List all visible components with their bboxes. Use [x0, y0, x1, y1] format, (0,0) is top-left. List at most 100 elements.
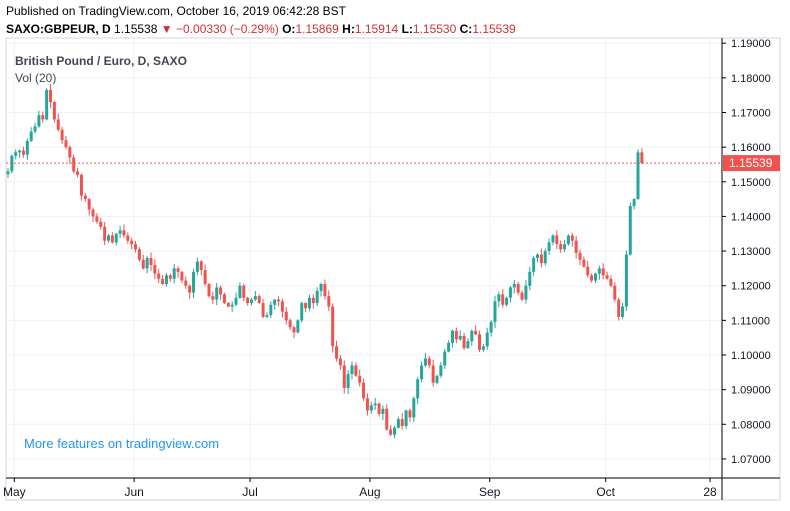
candle [381, 405, 385, 421]
candle [315, 287, 319, 307]
candle [431, 359, 435, 387]
candle-body [195, 261, 199, 272]
candle [597, 265, 601, 280]
candle [6, 167, 10, 178]
candle-body [45, 89, 49, 120]
candle [145, 255, 149, 274]
y-tick-label: 1.19000 [731, 38, 771, 50]
candle [230, 301, 234, 312]
candle-body [49, 89, 53, 103]
candle [539, 248, 543, 268]
last-price-badge [723, 155, 780, 172]
candle [551, 234, 555, 246]
candle-body [613, 285, 617, 300]
candle [153, 259, 157, 280]
candle-body [369, 405, 373, 411]
candle-body [400, 419, 404, 427]
candle [501, 289, 505, 308]
candle [369, 401, 373, 414]
candle [91, 207, 95, 223]
candle-body [605, 275, 609, 279]
candle-body [621, 306, 625, 317]
x-tick-label: Sep [479, 485, 501, 499]
candle [520, 290, 524, 302]
candle [21, 146, 25, 158]
candle-body [547, 242, 551, 252]
y-tick-label: 1.08000 [731, 419, 771, 431]
candle [103, 221, 107, 245]
candle [497, 291, 501, 308]
candle [25, 138, 29, 160]
candle [180, 271, 184, 284]
candle [269, 301, 273, 319]
candle-body [153, 264, 157, 274]
candle [524, 279, 528, 304]
candle [478, 330, 482, 353]
candle [273, 298, 277, 310]
candle [393, 425, 396, 439]
x-tick-label: Jun [124, 485, 143, 499]
candles [6, 84, 644, 439]
candle-body [559, 244, 563, 250]
candle-body [354, 365, 358, 376]
candle-body [21, 150, 25, 155]
candle-body [501, 294, 505, 305]
candle [462, 333, 466, 351]
x-tick-label: Aug [359, 485, 380, 499]
price-axis[interactable]: 1.19000 1.18000 1.17000 1.16000 1.15000 1.140… [722, 38, 771, 466]
candle [253, 291, 257, 302]
candle-body [215, 287, 219, 300]
candle-body [578, 252, 582, 260]
candle-body [539, 254, 543, 264]
candle [195, 257, 199, 276]
volume-legend[interactable]: Vol (20) [15, 71, 56, 85]
candle [543, 248, 547, 266]
candle-body [110, 235, 114, 243]
y-tick-label: 1.12000 [731, 281, 771, 293]
candle [56, 113, 60, 132]
candle [137, 247, 141, 262]
time-axis[interactable]: May Jun Jul Aug Sep Oct 28 [3, 478, 717, 499]
candle-body [277, 299, 281, 302]
candle [60, 126, 64, 144]
candle [412, 396, 416, 423]
candle [33, 122, 37, 134]
open-value: 1.15869 [295, 22, 339, 36]
watermark-link[interactable]: More features on tradingview.com [24, 436, 219, 451]
candle-body [284, 311, 288, 321]
candle [83, 192, 87, 202]
x-tick-label: 28 [703, 485, 717, 499]
instrument-legend[interactable]: British Pound / Euro, D, SAXO [15, 54, 187, 68]
candle-body [381, 408, 385, 414]
candle [14, 149, 18, 160]
candle-body [431, 365, 435, 383]
candle-body [222, 294, 226, 304]
chart-frame [5, 37, 781, 501]
candle-body [292, 327, 296, 333]
candle-body [246, 297, 250, 304]
candle [37, 110, 41, 128]
candle [288, 318, 292, 330]
candle [130, 237, 134, 250]
candle [257, 294, 261, 304]
candle-body [454, 330, 458, 340]
candle-body [95, 216, 99, 222]
candle-body [481, 346, 485, 350]
candle-body [157, 273, 161, 279]
candle [141, 254, 145, 270]
candle-body [377, 403, 381, 414]
candle [207, 283, 211, 298]
candle-body [358, 375, 362, 383]
candle [72, 154, 76, 174]
candle [358, 369, 362, 387]
candle [362, 378, 366, 402]
candle [234, 292, 238, 307]
candle-body [226, 303, 230, 307]
candle-body [25, 140, 29, 155]
candle [199, 260, 203, 276]
candle [284, 307, 288, 325]
symbol-label: SAXO:GBPEUR, D [6, 22, 111, 36]
candle-body [466, 341, 470, 349]
candle [192, 268, 196, 299]
